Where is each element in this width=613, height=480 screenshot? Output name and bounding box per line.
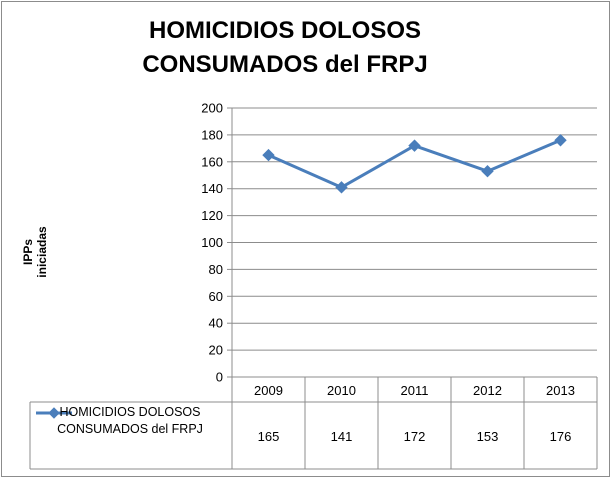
data-point [481, 165, 494, 178]
data-table-value: 176 [550, 429, 572, 444]
table-series-label: HOMICIDIOS DOLOSOS CONSUMADOS del FRPJ [30, 404, 230, 466]
x-tick-label: 2012 [473, 383, 502, 398]
y-tick-label: 120 [201, 208, 223, 223]
data-point [554, 134, 567, 147]
data-table-value: 165 [258, 429, 280, 444]
series-name: HOMICIDIOS DOLOSOS CONSUMADOS del FRPJ [57, 405, 203, 436]
chart-title: HOMICIDIOS DOLOSOS CONSUMADOS del FRPJ [142, 17, 428, 78]
y-tick-label: 60 [209, 289, 223, 304]
data-point [335, 181, 348, 194]
legend-key-marker [48, 407, 60, 419]
data-point [262, 148, 275, 162]
y-tick-label: 200 [201, 101, 223, 116]
y-tick-label: 80 [209, 262, 223, 277]
y-tick-label: 40 [209, 316, 223, 331]
data-point [408, 139, 421, 152]
y-tick-label: 160 [201, 154, 223, 169]
x-tick-label: 2011 [401, 383, 429, 398]
y-tick-label: 140 [201, 181, 223, 196]
x-tick-label: 2010 [327, 383, 356, 398]
y-tick-label: 180 [201, 127, 223, 142]
x-tick-label: 2013 [546, 383, 575, 398]
data-table-value: 153 [477, 429, 499, 444]
y-tick-label: 100 [201, 235, 223, 250]
x-tick-label: 2009 [254, 383, 283, 398]
y-tick-label: 20 [209, 343, 223, 358]
data-table-value: 141 [331, 429, 353, 444]
y-tick-label: 0 [216, 370, 223, 385]
data-table-value: 172 [404, 429, 426, 444]
